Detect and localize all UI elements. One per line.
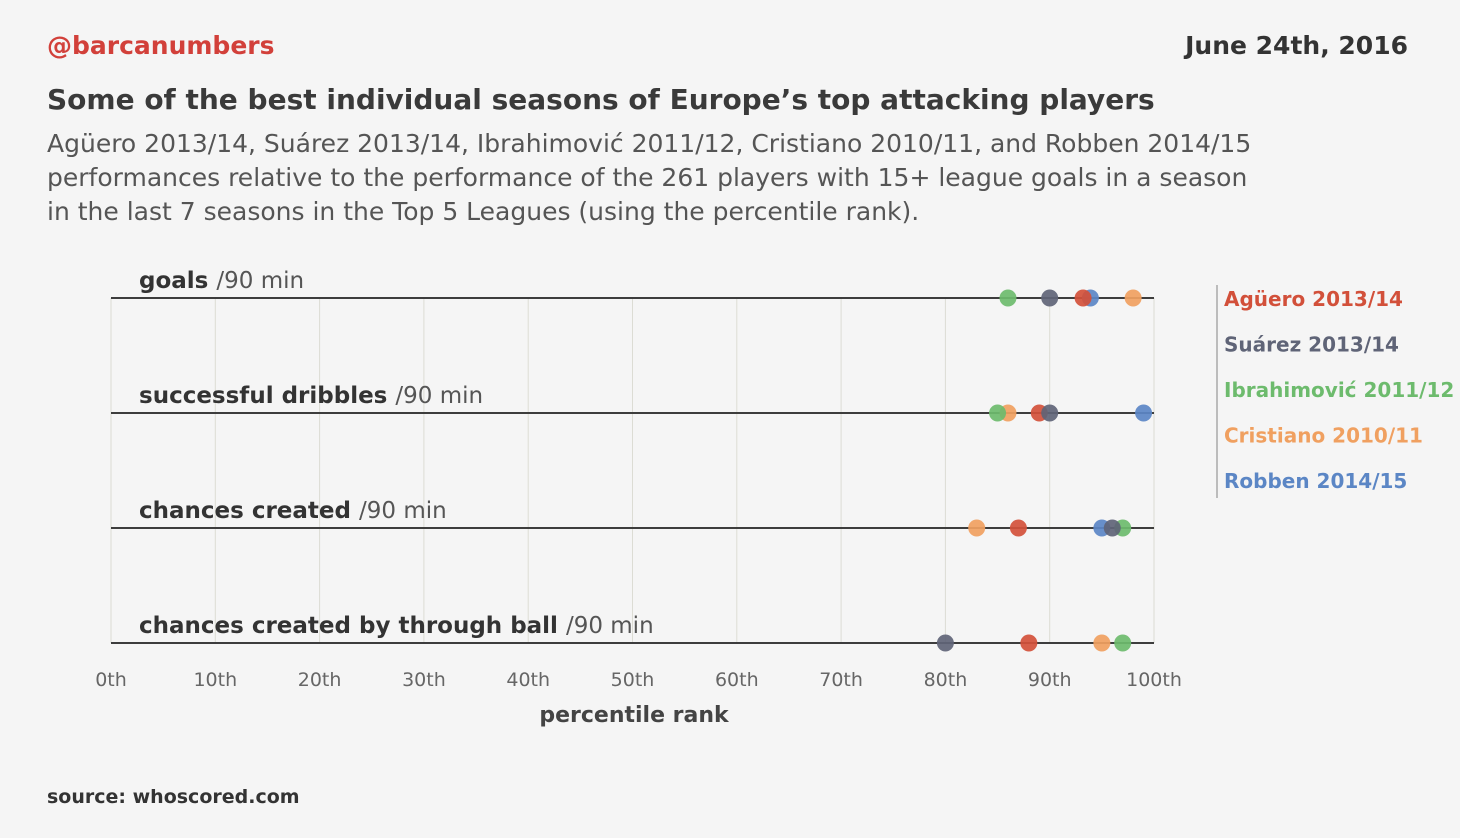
dot-3-2 [1009, 519, 1027, 537]
x-tick-label-3: 30th [402, 669, 446, 691]
dot-4-0 [1041, 289, 1059, 307]
row-label-3: chances created by through ball /90 min [139, 613, 654, 639]
brand-handle: @barcanumbers [47, 31, 275, 60]
row-label-metric: goals [139, 268, 216, 294]
row-label-2: chances created /90 min [139, 498, 447, 524]
x-tick-label-6: 60th [715, 669, 759, 691]
dot-1-2 [968, 519, 986, 537]
x-tick-label-9: 90th [1028, 669, 1072, 691]
subtitle-line-3: in the last 7 seasons in the Top 5 Leagu… [47, 197, 920, 226]
legend-entry-0: Agüero 2013/14 [1224, 287, 1403, 311]
dot-2-1 [989, 404, 1007, 422]
chart-title: Some of the best individual seasons of E… [47, 83, 1155, 116]
row-label-1: successful dribbles /90 min [139, 383, 483, 409]
dot-3-3 [1020, 634, 1038, 652]
publish-date: June 24th, 2016 [1185, 31, 1408, 60]
subtitle-line-2: performances relative to the performance… [47, 163, 1248, 192]
dot-2-3 [1114, 634, 1132, 652]
row-label-unit: /90 min [566, 613, 654, 639]
x-tick-label-8: 80th [924, 669, 968, 691]
subtitle-line-1: Agüero 2013/14, Suárez 2013/14, Ibrahimo… [47, 129, 1252, 158]
x-tick-label-4: 40th [506, 669, 550, 691]
x-tick-label-1: 10th [193, 669, 237, 691]
legend-entry-3: Cristiano 2010/11 [1224, 424, 1423, 448]
dot-1-0 [1124, 289, 1142, 307]
legend-entry-4: Robben 2014/15 [1224, 469, 1407, 493]
x-tick-label-7: 70th [819, 669, 863, 691]
x-tick-label-5: 50th [611, 669, 655, 691]
dot-3-0 [1074, 289, 1092, 307]
legend-entry-2: Ibrahimović 2011/12 [1224, 378, 1454, 402]
chart-subtitle: Agüero 2013/14, Suárez 2013/14, Ibrahimo… [47, 127, 1357, 229]
dot-4-2 [1103, 519, 1121, 537]
dot-0-1 [1135, 404, 1153, 422]
x-tick-label-0: 0th [95, 669, 127, 691]
dot-4-3 [936, 634, 954, 652]
row-label-unit: /90 min [395, 383, 483, 409]
row-label-metric: chances created by through ball [139, 613, 566, 639]
dot-2-0 [999, 289, 1017, 307]
dot-4-1 [1041, 404, 1059, 422]
dot-1-3 [1093, 634, 1111, 652]
row-label-0: goals /90 min [139, 268, 304, 294]
x-axis-label: percentile rank [539, 703, 730, 728]
source-note: source: whoscored.com [47, 786, 300, 808]
x-tick-label-2: 20th [298, 669, 342, 691]
row-label-unit: /90 min [216, 268, 304, 294]
row-label-metric: successful dribbles [139, 383, 395, 409]
row-label-metric: chances created [139, 498, 359, 524]
row-label-unit: /90 min [359, 498, 447, 524]
x-tick-label-10: 100th [1126, 669, 1182, 691]
legend-entry-1: Suárez 2013/14 [1224, 333, 1399, 357]
